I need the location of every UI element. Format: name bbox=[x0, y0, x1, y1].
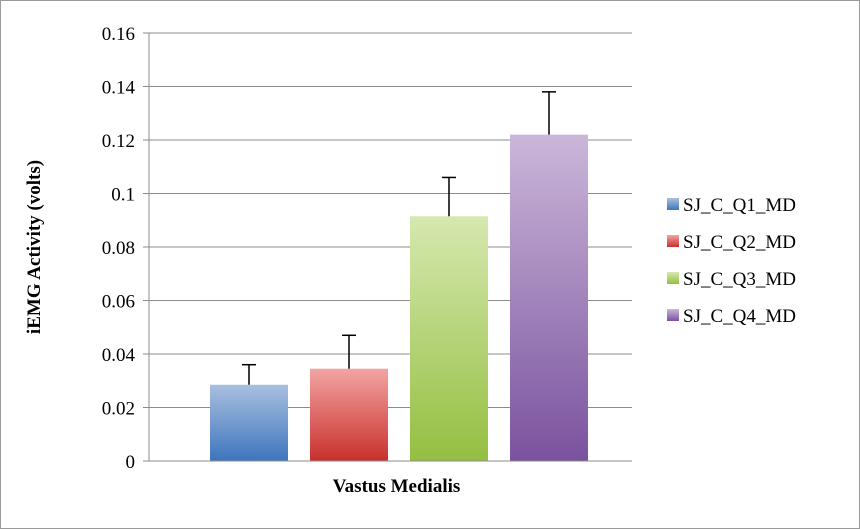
x-axis-title: Vastus Medialis bbox=[333, 476, 461, 497]
legend: SJ_C_Q1_MD SJ_C_Q2_MD SJ_C_Q3_MD SJ_C_Q4_MD bbox=[667, 195, 796, 327]
legend-label: SJ_C_Q3_MD bbox=[683, 269, 796, 290]
y-tick-label: 0.02 bbox=[102, 399, 135, 420]
y-tick-label: 0.12 bbox=[102, 131, 135, 152]
legend-swatch bbox=[667, 272, 679, 284]
legend-label: SJ_C_Q4_MD bbox=[683, 306, 796, 327]
y-tick-label: 0.16 bbox=[102, 24, 135, 45]
bar-sj-c-q2-md bbox=[310, 368, 388, 461]
y-tick-label: 0.08 bbox=[102, 238, 135, 259]
bars bbox=[210, 134, 588, 461]
y-tick-label: 0.04 bbox=[102, 345, 136, 366]
legend-label: SJ_C_Q1_MD bbox=[683, 195, 796, 216]
y-tick-label: 0.14 bbox=[102, 78, 136, 99]
legend-swatch bbox=[667, 309, 679, 321]
y-tick-label: 0.06 bbox=[102, 292, 135, 313]
bar-sj-c-q1-md bbox=[210, 384, 288, 461]
bar-sj-c-q4-md bbox=[510, 134, 588, 461]
y-tick-label: 0 bbox=[126, 452, 136, 473]
legend-label: SJ_C_Q2_MD bbox=[683, 232, 796, 253]
legend-swatch bbox=[667, 198, 679, 210]
legend-swatch bbox=[667, 235, 679, 247]
bar-sj-c-q3-md bbox=[410, 216, 488, 461]
y-axis-ticks: 0 0.02 0.04 0.06 0.08 0.1 0.12 0.14 0.16 bbox=[102, 24, 150, 473]
y-tick-label: 0.1 bbox=[111, 185, 135, 206]
error-bars bbox=[242, 91, 556, 385]
y-axis-title: iEMG Activity (volts) bbox=[24, 160, 45, 334]
